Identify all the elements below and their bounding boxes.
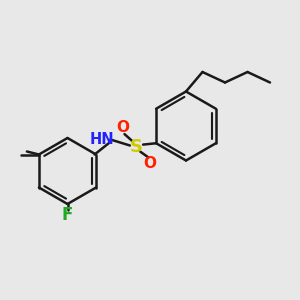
Text: S: S [130, 138, 143, 156]
Text: O: O [116, 120, 130, 135]
Text: HN: HN [90, 132, 114, 147]
Text: O: O [143, 156, 157, 171]
Text: F: F [62, 206, 73, 224]
